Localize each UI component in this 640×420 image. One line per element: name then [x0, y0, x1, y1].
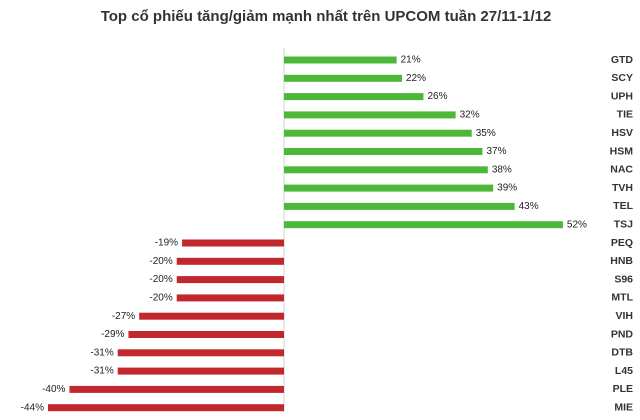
- bar: [284, 74, 402, 82]
- category-label: TVH: [612, 182, 633, 194]
- bar: [284, 166, 488, 174]
- value-label: -44%: [21, 402, 44, 413]
- bar: [284, 148, 483, 155]
- value-label: 35%: [476, 128, 496, 139]
- chart-title: Top cổ phiếu tăng/giảm mạnh nhất trên UP…: [101, 8, 552, 25]
- category-label: SCY: [611, 72, 633, 84]
- bar: [117, 367, 285, 375]
- bar: [139, 312, 284, 320]
- value-label: 22%: [406, 73, 426, 84]
- category-label: L45: [615, 365, 633, 377]
- value-label: 43%: [519, 201, 539, 212]
- category-label: TSJ: [614, 218, 633, 230]
- category-label: NAC: [610, 164, 633, 176]
- category-label: HSM: [610, 145, 634, 157]
- category-label: TEL: [613, 200, 633, 212]
- bar: [284, 93, 424, 101]
- value-label: -29%: [101, 329, 124, 340]
- category-label: MIE: [614, 401, 633, 413]
- bar: [284, 221, 563, 229]
- value-label: -19%: [155, 238, 178, 249]
- bar: [176, 294, 284, 302]
- category-label: GTD: [611, 54, 634, 66]
- category-label: HSV: [611, 127, 633, 139]
- bar: [284, 129, 472, 137]
- value-label: -27%: [112, 311, 135, 322]
- bar: [284, 56, 397, 64]
- bar: [182, 239, 284, 247]
- value-label: -20%: [149, 274, 172, 285]
- bar: [117, 349, 285, 357]
- value-label: 39%: [497, 183, 517, 194]
- bar: [284, 184, 494, 192]
- category-label: PLE: [613, 383, 633, 395]
- bar: [48, 404, 284, 412]
- bar: [69, 385, 284, 393]
- value-label: -31%: [90, 347, 113, 358]
- value-label: -31%: [90, 366, 113, 377]
- value-label: -20%: [149, 256, 172, 267]
- category-label: HNB: [610, 255, 633, 267]
- value-label: 26%: [427, 91, 447, 102]
- category-label: MTL: [611, 292, 633, 304]
- value-label: -20%: [149, 293, 172, 304]
- value-label: 38%: [492, 164, 512, 175]
- bar: [176, 276, 284, 284]
- category-label: DTB: [611, 347, 633, 359]
- value-label: 21%: [401, 55, 421, 66]
- bar: [128, 331, 284, 338]
- category-label: PND: [611, 328, 634, 340]
- category-label: UPH: [611, 90, 633, 102]
- value-label: 37%: [486, 146, 506, 157]
- category-label: TIE: [617, 109, 633, 121]
- category-label: PEQ: [611, 237, 633, 249]
- value-label: 52%: [567, 219, 587, 230]
- value-label: -40%: [42, 384, 65, 395]
- bar: [176, 257, 284, 265]
- value-label: 32%: [460, 110, 480, 121]
- category-label: S96: [614, 273, 633, 285]
- category-label: VIH: [615, 310, 633, 322]
- bar: [284, 111, 456, 119]
- bar: [284, 202, 515, 210]
